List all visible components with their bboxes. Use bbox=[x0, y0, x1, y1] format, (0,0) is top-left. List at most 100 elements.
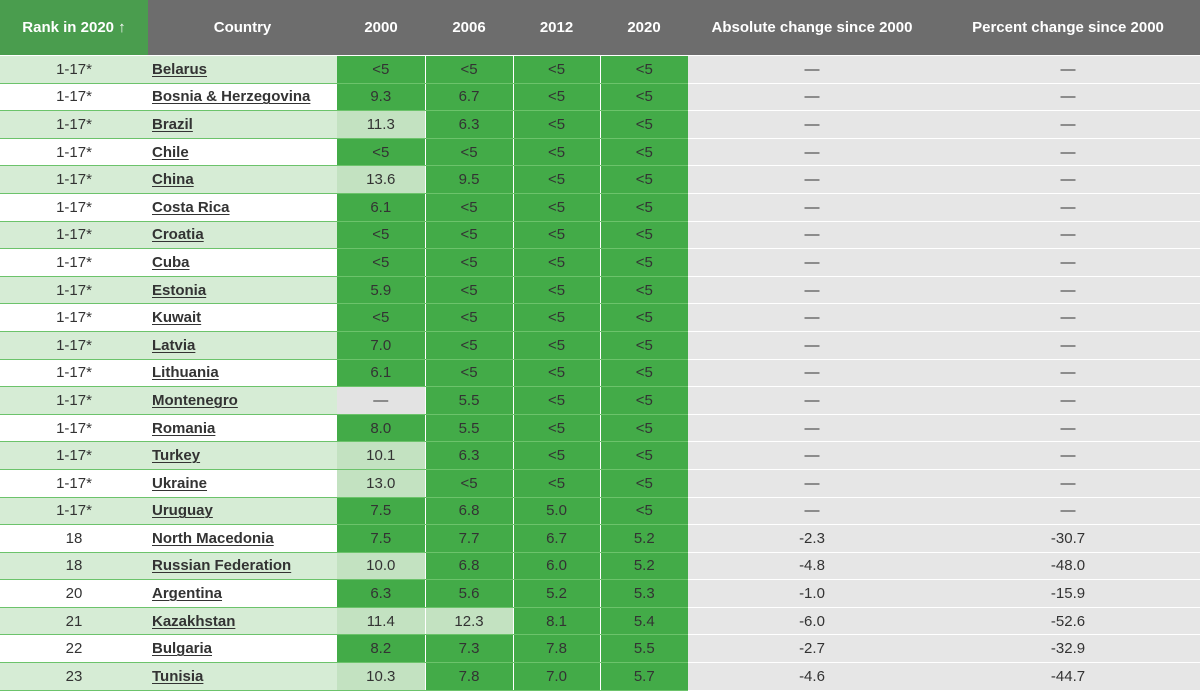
value-2000-cell: 6.1 bbox=[337, 193, 426, 222]
value-2012-cell: <5 bbox=[513, 193, 601, 222]
value-2006-cell: 7.8 bbox=[425, 662, 514, 691]
table-row: 1-17* Uruguay 7.5 6.8 5.0 <5— — bbox=[0, 497, 1200, 526]
country-link[interactable]: Montenegro bbox=[152, 391, 238, 409]
country-link[interactable]: Cuba bbox=[152, 253, 190, 271]
year-2012-column-header[interactable]: 2012 bbox=[513, 0, 600, 56]
country-link[interactable]: Bosnia & Herzegovina bbox=[152, 88, 311, 106]
value-2020-cell: <5 bbox=[600, 193, 688, 222]
year-2006-column-header[interactable]: 2006 bbox=[425, 0, 513, 56]
table-row: 1-17* Montenegro —5.5 <5 <5— — bbox=[0, 386, 1200, 415]
percent-change-cell: — bbox=[936, 276, 1200, 305]
value-2006-cell: 6.3 bbox=[425, 110, 514, 139]
value-2012-cell: 7.0 bbox=[513, 662, 601, 691]
value-2000-cell: <5 bbox=[337, 221, 426, 250]
absolute-change-cell: — bbox=[688, 83, 936, 112]
value-2006-cell: 5.6 bbox=[425, 579, 514, 608]
country-link[interactable]: Costa Rica bbox=[152, 198, 230, 216]
value-2012-cell: <5 bbox=[513, 359, 601, 388]
rank-column-header[interactable]: Rank in 2020 ↑ bbox=[0, 0, 148, 56]
country-cell: Ukraine bbox=[148, 469, 337, 498]
country-link[interactable]: Russian Federation bbox=[152, 557, 292, 575]
value-2020-cell: <5 bbox=[600, 55, 688, 84]
value-2020-cell: <5 bbox=[600, 414, 688, 443]
value-2000-cell: <5 bbox=[337, 138, 426, 167]
percent-change-cell: — bbox=[936, 331, 1200, 360]
percent-change-cell: — bbox=[936, 414, 1200, 443]
country-link[interactable]: Croatia bbox=[152, 226, 204, 244]
year-2020-column-header[interactable]: 2020 bbox=[600, 0, 688, 56]
country-link[interactable]: Kazakhstan bbox=[152, 612, 236, 630]
country-cell: Brazil bbox=[148, 110, 337, 139]
country-link[interactable]: Romania bbox=[152, 419, 216, 437]
value-2006-cell: <5 bbox=[425, 331, 514, 360]
value-2006-cell: 9.5 bbox=[425, 165, 514, 194]
value-2012-cell: <5 bbox=[513, 414, 601, 443]
country-link[interactable]: Brazil bbox=[152, 115, 193, 133]
rank-cell: 1-17* bbox=[0, 331, 148, 360]
absolute-change-cell: -1.0 bbox=[688, 579, 936, 608]
value-2012-cell: 7.8 bbox=[513, 634, 601, 664]
absolute-change-cell: — bbox=[688, 165, 936, 194]
value-2006-cell: <5 bbox=[425, 221, 514, 250]
value-2020-cell: <5 bbox=[600, 331, 688, 360]
percent-change-column-header[interactable]: Percent change since 2000 bbox=[936, 0, 1200, 56]
absolute-change-cell: — bbox=[688, 359, 936, 388]
country-cell: Croatia bbox=[148, 221, 337, 250]
rank-cell: 21 bbox=[0, 607, 148, 636]
percent-change-cell: — bbox=[936, 497, 1200, 526]
country-cell: Montenegro bbox=[148, 386, 337, 415]
country-link[interactable]: Lithuania bbox=[152, 364, 219, 382]
country-column-header[interactable]: Country bbox=[148, 0, 337, 56]
country-link[interactable]: Latvia bbox=[152, 336, 196, 354]
table-row: 18 North Macedonia 7.5 7.7 6.7 5.2 -2.3 -30.7 bbox=[0, 524, 1200, 553]
country-link[interactable]: Uruguay bbox=[152, 502, 213, 520]
value-2000-cell: <5 bbox=[337, 55, 426, 84]
table-row: 23 Tunisia 10.3 7.8 7.0 5.7 -4.6 -44.7 bbox=[0, 662, 1200, 691]
year-2000-column-header[interactable]: 2000 bbox=[337, 0, 425, 56]
table-header-row: Rank in 2020 ↑ Country 2000 2006 2012 20… bbox=[0, 0, 1200, 56]
country-link[interactable]: Kuwait bbox=[152, 309, 202, 327]
value-2020-cell: <5 bbox=[600, 359, 688, 388]
country-link[interactable]: Estonia bbox=[152, 281, 207, 299]
country-link[interactable]: Tunisia bbox=[152, 667, 204, 685]
country-cell: Chile bbox=[148, 138, 337, 167]
country-link[interactable]: Chile bbox=[152, 143, 189, 161]
table-row: 18 Russian Federation 10.0 6.8 6.0 5.2 -4.8 -48… bbox=[0, 552, 1200, 581]
value-2012-cell: <5 bbox=[513, 441, 601, 470]
absolute-change-cell: -2.7 bbox=[688, 634, 936, 664]
rank-cell: 1-17* bbox=[0, 165, 148, 194]
absolute-change-cell: — bbox=[688, 386, 936, 415]
rank-cell: 1-17* bbox=[0, 303, 148, 332]
value-2000-cell: 8.2 bbox=[337, 634, 426, 664]
country-link[interactable]: Turkey bbox=[152, 447, 201, 465]
value-2020-cell: 5.5 bbox=[600, 634, 688, 664]
country-cell: Argentina bbox=[148, 579, 337, 608]
value-2020-cell: <5 bbox=[600, 165, 688, 194]
country-link[interactable]: Bulgaria bbox=[152, 640, 213, 658]
country-link[interactable]: Argentina bbox=[152, 585, 223, 603]
country-link[interactable]: China bbox=[152, 171, 194, 189]
country-link[interactable]: Ukraine bbox=[152, 474, 208, 492]
country-cell: China bbox=[148, 165, 337, 194]
country-link[interactable]: North Macedonia bbox=[152, 529, 274, 547]
value-2000-cell: 13.0 bbox=[337, 469, 426, 498]
percent-change-cell: — bbox=[936, 303, 1200, 332]
value-2000-cell: <5 bbox=[337, 303, 426, 332]
table-row: 22 Bulgaria 8.2 7.3 7.8 5.5 -2.7 -32.9 bbox=[0, 634, 1200, 664]
table-row: 1-17* Belarus <5 <5 <5 <5— — bbox=[0, 55, 1200, 84]
value-2006-cell: <5 bbox=[425, 469, 514, 498]
table-row: 1-17* Brazil 11.3 6.3 <5 <5— — bbox=[0, 110, 1200, 139]
value-2012-cell: <5 bbox=[513, 221, 601, 250]
table-row: 1-17* Bosnia & Herzegovina 9.3 6.7 <5 <5— — bbox=[0, 83, 1200, 112]
country-link[interactable]: Belarus bbox=[152, 60, 208, 78]
country-cell: Uruguay bbox=[148, 497, 337, 526]
absolute-change-column-header[interactable]: Absolute change since 2000 bbox=[688, 0, 936, 56]
value-2020-cell: <5 bbox=[600, 138, 688, 167]
country-cell: Tunisia bbox=[148, 662, 337, 691]
rank-cell: 20 bbox=[0, 579, 148, 608]
table-row: 1-17* Latvia 7.0 <5 <5 <5— — bbox=[0, 331, 1200, 360]
percent-change-cell: -32.9 bbox=[936, 634, 1200, 664]
absolute-change-cell: — bbox=[688, 276, 936, 305]
value-2012-cell: <5 bbox=[513, 276, 601, 305]
